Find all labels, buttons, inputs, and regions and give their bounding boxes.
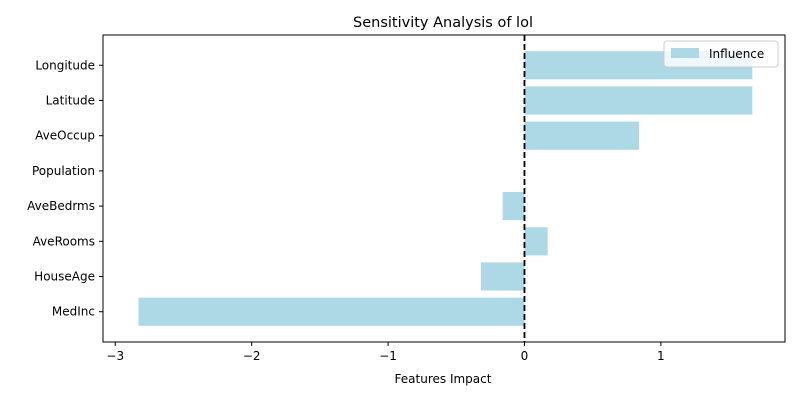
x-tick-label: 0 (521, 349, 529, 363)
x-tick-label: −1 (379, 349, 397, 363)
y-tick-label-longitude: Longitude (35, 58, 95, 72)
x-tick-label: −3 (106, 349, 124, 363)
bar-aveoccup (524, 121, 640, 150)
bar-avebedrms (502, 192, 525, 221)
x-axis: −3 −2 −1 0 1 (106, 342, 665, 363)
bar-houseage (480, 262, 525, 291)
y-tick-label-aveoccup: AveOccup (35, 129, 95, 143)
bar-medinc (138, 297, 525, 326)
y-tick-label-avebedrms: AveBedrms (27, 199, 95, 213)
y-tick-label-medinc: MedInc (52, 305, 95, 319)
y-tick-label-houseage: HouseAge (34, 270, 95, 284)
y-axis: MedInc HouseAge AveRooms AveBedrms Populatio… (27, 58, 103, 319)
legend-box (663, 40, 779, 68)
bars-layer (138, 51, 753, 326)
x-tick-label: −2 (243, 349, 261, 363)
plot-frame (102, 34, 786, 343)
legend-swatch (671, 48, 699, 58)
bar-latitude (524, 86, 753, 115)
y-tick-label-latitude: Latitude (46, 93, 95, 107)
legend-label: Influence (709, 47, 764, 61)
legend: Influence (663, 40, 779, 68)
y-tick-label-averooms: AveRooms (33, 234, 95, 248)
x-axis-label: Features Impact (395, 372, 492, 386)
x-tick-label: 1 (657, 349, 665, 363)
bar-averooms (524, 227, 548, 256)
chart-title: Sensitivity Analysis of lol (353, 15, 533, 31)
y-tick-label-population: Population (32, 164, 95, 178)
